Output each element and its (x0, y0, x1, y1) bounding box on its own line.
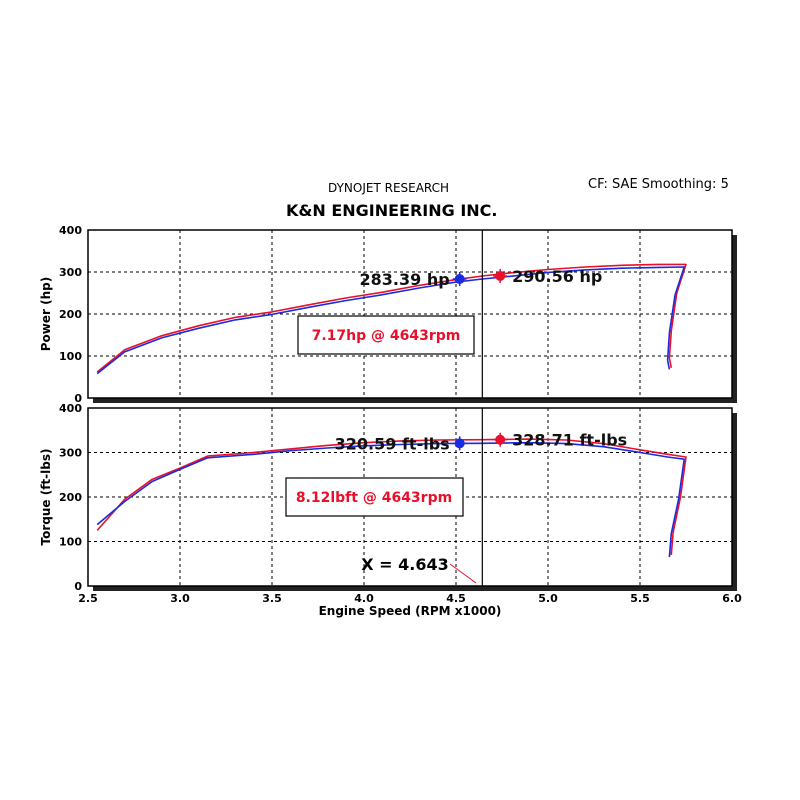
series-line-blue (96, 441, 685, 558)
cursor-label: X = 4.643 (361, 555, 449, 574)
series-line-red (96, 263, 687, 373)
marker-label: 283.39 hp (360, 270, 450, 289)
y-tick-label: 300 (59, 266, 82, 279)
marker-label: 320.59 ft-lbs (335, 434, 450, 453)
y-tick-label: 200 (59, 491, 82, 504)
x-ticks: 2.5 3.0 3.5 4.0 4.5 5.0 5.5 6.0 (78, 592, 742, 605)
y-tick-label: 400 (59, 402, 82, 415)
y-tick-label: 100 (59, 536, 82, 549)
power-axis-label: Power (hp) (39, 277, 53, 351)
torque-curves (96, 438, 687, 558)
x-tick-label: 4.0 (354, 592, 374, 605)
x-tick-label: 2.5 (78, 592, 98, 605)
power-y-ticks: 0 100 200 300 400 (59, 224, 82, 405)
series-line-red (96, 438, 687, 555)
chart-title: K&N ENGINEERING INC. (286, 201, 498, 220)
x-tick-label: 5.5 (630, 592, 650, 605)
power-grid (88, 230, 732, 398)
cursor-label-pointer (449, 563, 477, 584)
torque-markers: 320.59 ft-lbs 328.71 ft-lbs (335, 431, 628, 454)
power-markers: 283.39 hp 290.56 hp (360, 267, 603, 289)
torque-grid (88, 408, 732, 586)
x-tick-label: 4.5 (446, 592, 466, 605)
power-gain-box (297, 315, 475, 355)
y-tick-label: 0 (74, 580, 82, 593)
y-tick-label: 0 (74, 392, 82, 405)
x-tick-label: 6.0 (722, 592, 742, 605)
y-tick-label: 200 (59, 308, 82, 321)
marker-label: 328.71 ft-lbs (512, 431, 627, 450)
power-gain-label: 7.17hp @ 4643rpm (312, 328, 461, 344)
torque-gain-box (285, 477, 464, 517)
chart-settings: CF: SAE Smoothing: 5 (588, 177, 729, 192)
x-axis-label: Engine Speed (RPM x1000) (319, 604, 502, 618)
x-tick-label: 3.0 (170, 592, 190, 605)
power-curves (96, 263, 687, 375)
marker-label: 290.56 hp (512, 267, 602, 286)
x-tick-label: 3.5 (262, 592, 282, 605)
y-tick-label: 100 (59, 350, 82, 363)
y-tick-label: 400 (59, 224, 82, 237)
y-tick-label: 300 (59, 447, 82, 460)
chart-brand: DYNOJET RESEARCH (328, 181, 450, 195)
x-tick-label: 5.0 (538, 592, 558, 605)
series-line-blue (96, 266, 685, 375)
torque-gain-label: 8.12lbft @ 4643rpm (296, 490, 452, 506)
torque-axis-label: Torque (ft-lbs) (39, 449, 53, 546)
torque-y-ticks: 0 100 200 300 400 (59, 402, 82, 593)
